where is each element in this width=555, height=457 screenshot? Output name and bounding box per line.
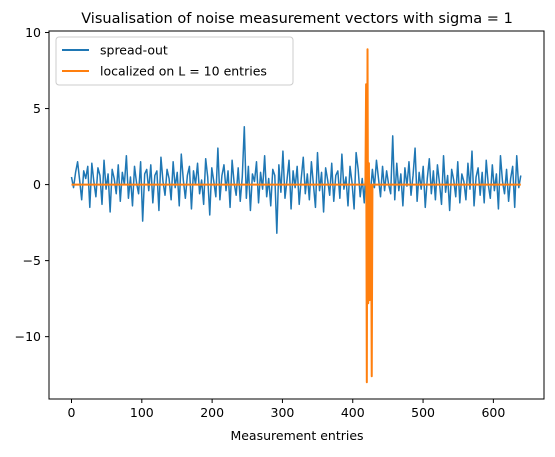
legend-label-spread-out: spread-out — [100, 43, 168, 58]
y-tick-label: 5 — [33, 101, 41, 116]
series-layer — [70, 48, 522, 384]
x-tick-label: 500 — [411, 405, 435, 420]
y-tick-label: 0 — [33, 177, 41, 192]
x-tick-label: 300 — [271, 405, 295, 420]
y-axis: 10 5 0 −5 −10 — [15, 25, 49, 344]
x-tick-label: 200 — [200, 405, 224, 420]
chart-title: Visualisation of noise measurement vecto… — [81, 11, 513, 27]
x-tick-label: 400 — [341, 405, 365, 420]
x-axis: 0 100 200 300 400 500 600 — [68, 399, 505, 420]
series-line-spread-out — [70, 126, 522, 234]
x-tick-label: 0 — [68, 405, 76, 420]
plot-frame — [48, 30, 545, 400]
y-tick-label: −10 — [15, 329, 41, 344]
legend-label-localized: localized on L = 10 entries — [100, 64, 267, 79]
legend: spread-out localized on L = 10 entries — [55, 36, 294, 86]
y-tick-label: 10 — [25, 25, 41, 40]
y-tick-label: −5 — [23, 253, 41, 268]
x-tick-label: 600 — [481, 405, 505, 420]
x-axis-label: Measurement entries — [230, 428, 363, 443]
series-line-localized — [71, 48, 521, 384]
legend-box — [55, 36, 294, 86]
x-tick-label: 100 — [130, 405, 154, 420]
